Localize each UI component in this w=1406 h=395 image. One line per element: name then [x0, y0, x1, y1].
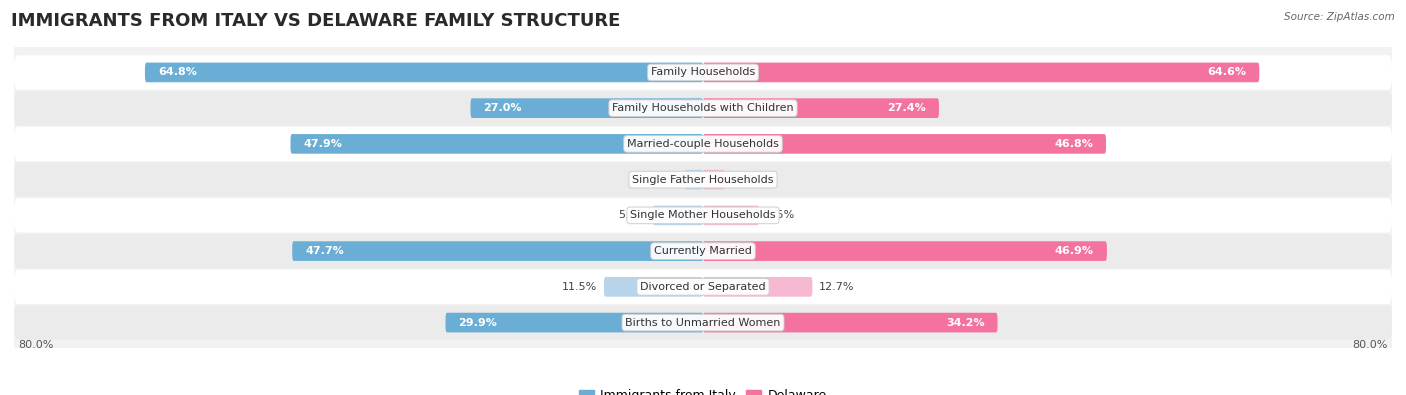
FancyBboxPatch shape: [14, 162, 1392, 197]
Text: 47.9%: 47.9%: [304, 139, 342, 149]
Text: 5.8%: 5.8%: [617, 211, 647, 220]
Text: 80.0%: 80.0%: [18, 340, 53, 350]
FancyBboxPatch shape: [685, 170, 703, 190]
Text: 2.1%: 2.1%: [650, 175, 678, 184]
Text: 27.0%: 27.0%: [484, 103, 522, 113]
Text: Married-couple Households: Married-couple Households: [627, 139, 779, 149]
Text: 64.8%: 64.8%: [157, 68, 197, 77]
Text: Single Mother Households: Single Mother Households: [630, 211, 776, 220]
FancyBboxPatch shape: [652, 205, 703, 225]
Text: 46.8%: 46.8%: [1054, 139, 1092, 149]
Text: 34.2%: 34.2%: [946, 318, 984, 327]
Text: Currently Married: Currently Married: [654, 246, 752, 256]
Text: Family Households with Children: Family Households with Children: [612, 103, 794, 113]
Text: 6.5%: 6.5%: [766, 211, 794, 220]
Text: 47.7%: 47.7%: [305, 246, 344, 256]
Legend: Immigrants from Italy, Delaware: Immigrants from Italy, Delaware: [574, 384, 832, 395]
FancyBboxPatch shape: [14, 127, 1392, 161]
FancyBboxPatch shape: [703, 313, 997, 333]
FancyBboxPatch shape: [703, 62, 1260, 82]
FancyBboxPatch shape: [703, 205, 759, 225]
FancyBboxPatch shape: [703, 277, 813, 297]
FancyBboxPatch shape: [14, 91, 1392, 125]
Text: 27.4%: 27.4%: [887, 103, 927, 113]
FancyBboxPatch shape: [291, 134, 703, 154]
Text: Single Father Households: Single Father Households: [633, 175, 773, 184]
Text: IMMIGRANTS FROM ITALY VS DELAWARE FAMILY STRUCTURE: IMMIGRANTS FROM ITALY VS DELAWARE FAMILY…: [11, 12, 620, 30]
FancyBboxPatch shape: [446, 313, 703, 333]
FancyBboxPatch shape: [14, 305, 1392, 340]
FancyBboxPatch shape: [703, 241, 1107, 261]
Text: 46.9%: 46.9%: [1054, 246, 1094, 256]
Text: 2.5%: 2.5%: [731, 175, 759, 184]
FancyBboxPatch shape: [14, 198, 1392, 233]
Text: 80.0%: 80.0%: [1353, 340, 1388, 350]
FancyBboxPatch shape: [703, 134, 1107, 154]
Text: 11.5%: 11.5%: [562, 282, 598, 292]
FancyBboxPatch shape: [703, 98, 939, 118]
FancyBboxPatch shape: [14, 234, 1392, 268]
FancyBboxPatch shape: [292, 241, 703, 261]
FancyBboxPatch shape: [14, 270, 1392, 304]
Text: 29.9%: 29.9%: [458, 318, 498, 327]
FancyBboxPatch shape: [703, 170, 724, 190]
Text: Source: ZipAtlas.com: Source: ZipAtlas.com: [1284, 12, 1395, 22]
Text: Divorced or Separated: Divorced or Separated: [640, 282, 766, 292]
Text: 64.6%: 64.6%: [1208, 68, 1246, 77]
Text: Family Households: Family Households: [651, 68, 755, 77]
Text: Births to Unmarried Women: Births to Unmarried Women: [626, 318, 780, 327]
FancyBboxPatch shape: [145, 62, 703, 82]
FancyBboxPatch shape: [471, 98, 703, 118]
FancyBboxPatch shape: [14, 55, 1392, 90]
Text: 12.7%: 12.7%: [820, 282, 855, 292]
FancyBboxPatch shape: [605, 277, 703, 297]
